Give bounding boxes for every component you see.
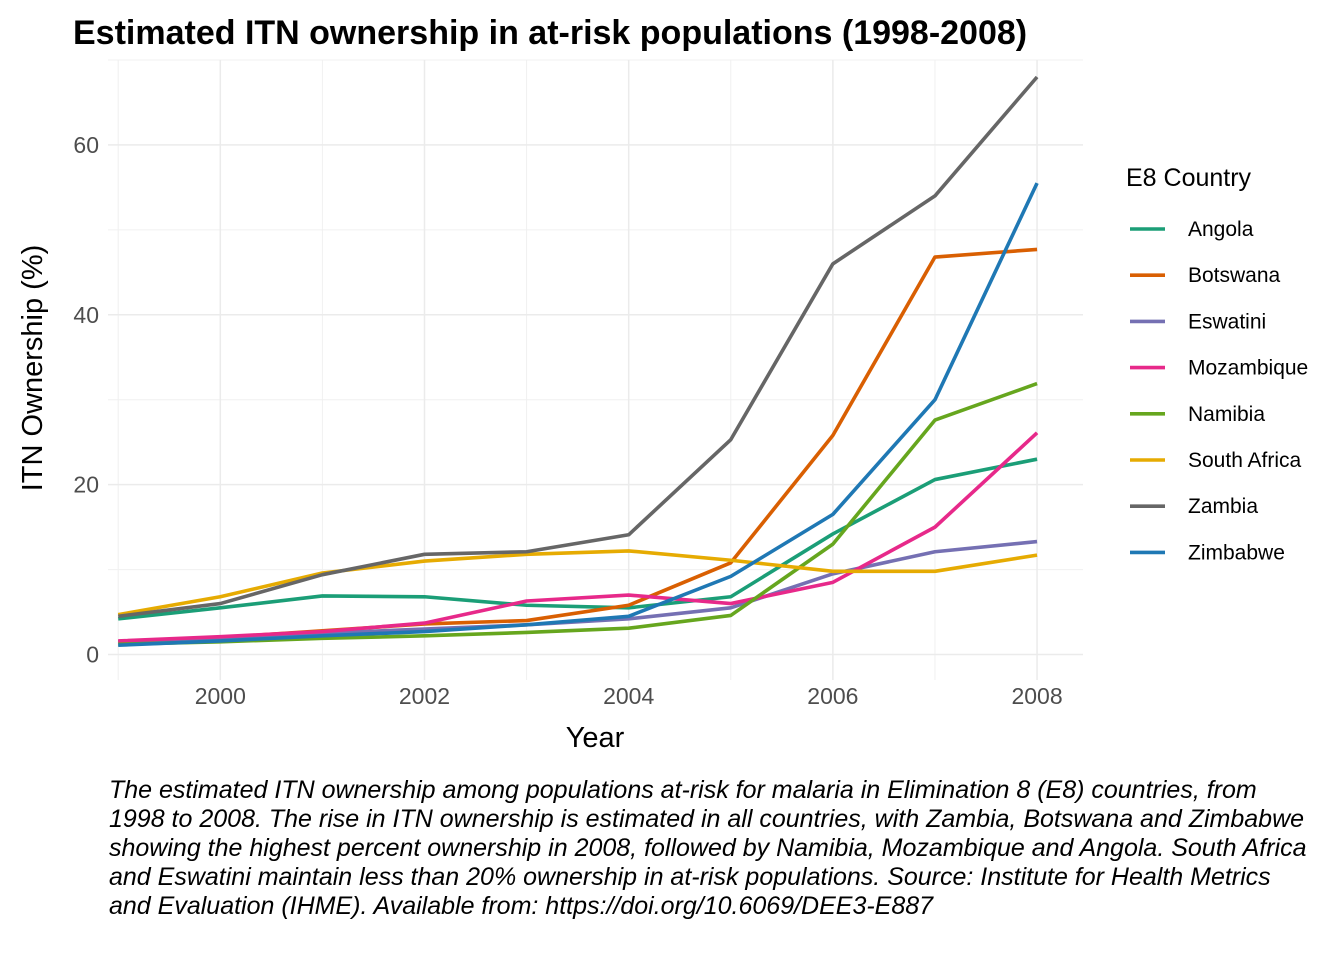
y-axis-title: ITN Ownership (%) (17, 245, 49, 492)
legend-label-namibia: Namibia (1188, 403, 1265, 426)
y-axis-ticks: 0 20 40 60 (73, 132, 99, 668)
series-line-zambia (117, 75, 1039, 619)
x-axis-ticks: 2000 2002 2004 2006 2008 (195, 683, 1063, 709)
legend-label-zimbabwe: Zimbabwe (1188, 541, 1285, 564)
x-tick-label: 2008 (1011, 683, 1062, 709)
legend: E8 Country Angola Botswana Eswatini Mozambi… (1126, 164, 1308, 564)
y-tick-label: 40 (73, 302, 99, 328)
x-tick-label: 2006 (807, 683, 858, 709)
series-line-angola (118, 457, 1038, 621)
series-line-mozambique (118, 431, 1039, 643)
legend-label-angola: Angola (1188, 218, 1254, 241)
series-line-zimbabwe (118, 182, 1039, 647)
series-line-botswana (118, 247, 1038, 644)
legend-label-mozambique: Mozambique (1188, 357, 1308, 380)
y-tick-label: 0 (86, 642, 99, 668)
series-lines (117, 75, 1039, 647)
grid (108, 59, 1083, 680)
y-tick-label: 20 (73, 472, 99, 498)
legend-label-eswatini: Eswatini (1188, 310, 1266, 333)
legend-label-botswana: Botswana (1188, 264, 1281, 287)
x-axis-title: Year (566, 722, 625, 754)
x-tick-label: 2004 (603, 683, 654, 709)
y-tick-label: 60 (73, 132, 99, 158)
x-tick-label: 2000 (195, 683, 246, 709)
series-line-south-africa (117, 549, 1038, 617)
x-tick-label: 2002 (399, 683, 450, 709)
chart-title: Estimated ITN ownership in at-risk popul… (73, 14, 1027, 52)
figure-caption: The estimated ITN ownership among popula… (109, 776, 1307, 920)
legend-label-south-africa: South Africa (1188, 449, 1302, 472)
legend-title: E8 Country (1126, 164, 1252, 192)
legend-label-zambia: Zambia (1188, 495, 1258, 518)
